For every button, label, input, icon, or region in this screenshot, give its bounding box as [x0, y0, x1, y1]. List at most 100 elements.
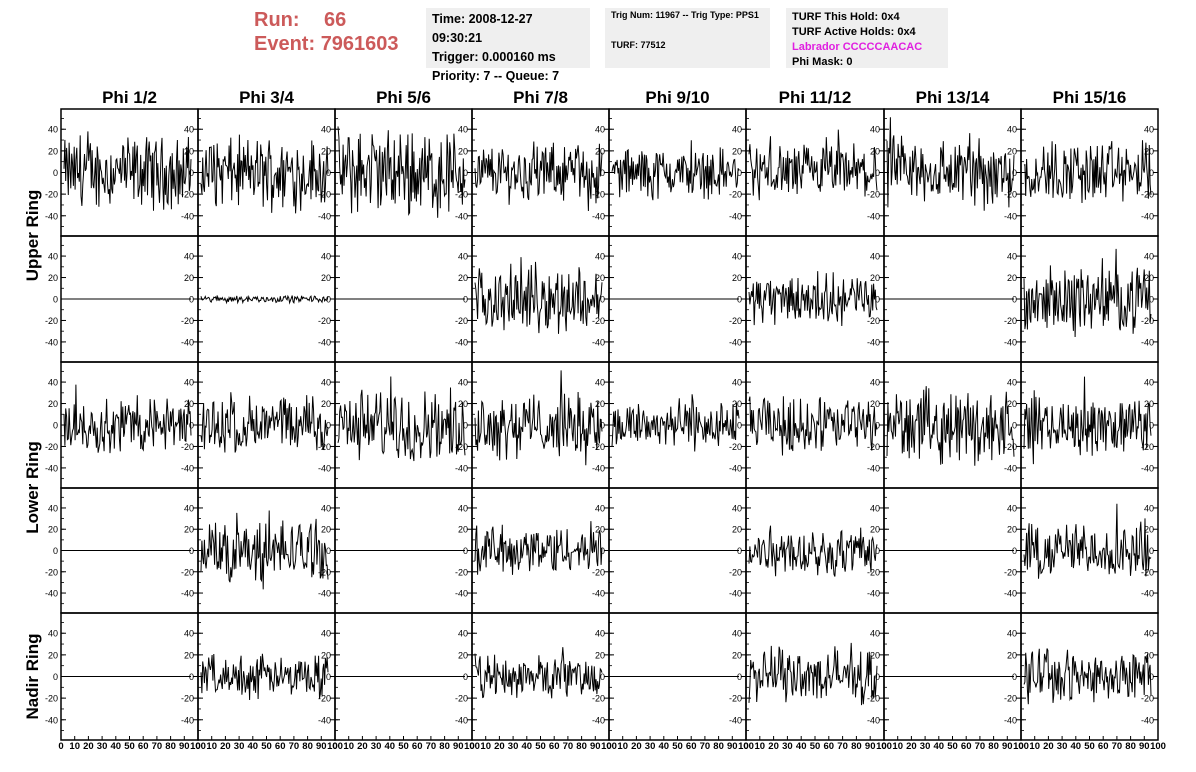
y-tick-label: -40 [867, 589, 880, 599]
x-tick-label: 20 [220, 741, 231, 752]
x-tick-label: 100 [190, 741, 206, 752]
x-tick-label: 40 [796, 741, 807, 752]
x-tick-label: 80 [851, 741, 862, 752]
y-tick-label: -20 [181, 316, 194, 326]
x-tick-label: 30 [920, 741, 931, 752]
y-tick-label: 0 [463, 421, 468, 431]
x-tick-label: 100 [1013, 741, 1029, 752]
waveform-trace [337, 376, 466, 462]
y-tick-label: -20 [455, 694, 468, 704]
x-tick-label: 70 [700, 741, 711, 752]
y-tick-label: -40 [729, 589, 742, 599]
y-tick-label: -20 [45, 190, 58, 200]
y-tick-label: 40 [458, 503, 468, 513]
x-tick-label: 50 [672, 741, 683, 752]
y-tick-label: -40 [729, 715, 742, 725]
x-tick-label: 0 [881, 741, 886, 752]
x-tick-label: 100 [876, 741, 892, 752]
y-tick-label: -20 [729, 442, 742, 452]
y-tick-label: 40 [48, 125, 58, 135]
x-tick-label: 60 [138, 741, 149, 752]
y-tick-label: 0 [189, 546, 194, 556]
y-tick-label: 0 [1012, 295, 1017, 305]
y-tick-label: -40 [1004, 589, 1017, 599]
y-tick-label: -40 [592, 337, 605, 347]
waveform-trace [200, 134, 329, 214]
y-tick-label: 40 [732, 125, 742, 135]
x-tick-label: 80 [988, 741, 999, 752]
x-tick-label: 70 [975, 741, 986, 752]
y-tick-label: 40 [1144, 378, 1154, 388]
y-tick-label: 40 [1007, 378, 1017, 388]
x-tick-label: 100 [738, 741, 754, 752]
y-tick-label: 0 [463, 546, 468, 556]
y-tick-label: -40 [729, 463, 742, 473]
y-tick-label: 0 [1012, 421, 1017, 431]
y-tick-label: -20 [45, 316, 58, 326]
y-tick-label: 40 [732, 503, 742, 513]
x-tick-label: 40 [934, 741, 945, 752]
x-tick-label: 10 [480, 741, 491, 752]
y-tick-label: -40 [181, 589, 194, 599]
column-header: Phi 9/10 [645, 88, 709, 107]
waveform-trace [200, 653, 329, 701]
x-tick-label: 90 [1139, 741, 1150, 752]
y-tick-label: 40 [732, 252, 742, 262]
y-tick-label: -20 [592, 190, 605, 200]
x-tick-label: 20 [768, 741, 779, 752]
y-tick-label: 0 [53, 421, 58, 431]
y-tick-label: 20 [870, 650, 880, 660]
y-tick-label: 40 [870, 252, 880, 262]
x-tick-label: 60 [961, 741, 972, 752]
y-tick-label: 20 [184, 273, 194, 283]
x-tick-label: 80 [1125, 741, 1136, 752]
x-tick-label: 20 [906, 741, 917, 752]
y-tick-label: 40 [1144, 503, 1154, 513]
y-tick-label: -40 [592, 589, 605, 599]
y-tick-label: 0 [189, 295, 194, 305]
waveform-trace [748, 129, 878, 201]
y-tick-label: 40 [870, 378, 880, 388]
waveform-trace [200, 294, 329, 305]
waveform-trace [474, 370, 603, 466]
y-tick-label: 40 [1007, 503, 1017, 513]
y-tick-label: 40 [1144, 252, 1154, 262]
column-header: Phi 7/8 [513, 88, 568, 107]
y-tick-label: -40 [592, 463, 605, 473]
y-tick-label: 0 [326, 421, 331, 431]
y-tick-label: -20 [867, 442, 880, 452]
x-tick-label: 80 [302, 741, 313, 752]
y-tick-label: -20 [318, 316, 331, 326]
y-tick-label: 40 [184, 503, 194, 513]
run-event-box: Run: 66 Event: 7961603 [254, 8, 399, 56]
y-tick-label: -40 [867, 211, 880, 221]
y-tick-label: -40 [45, 211, 58, 221]
y-tick-label: 20 [48, 399, 58, 409]
x-tick-label: 50 [124, 741, 135, 752]
x-tick-label: 50 [398, 741, 409, 752]
x-tick-label: 70 [563, 741, 574, 752]
y-tick-label: -40 [1004, 211, 1017, 221]
y-tick-label: -20 [181, 442, 194, 452]
x-tick-label: 30 [371, 741, 382, 752]
x-tick-label: 0 [58, 741, 63, 752]
y-tick-label: 0 [875, 546, 880, 556]
y-tick-label: -20 [45, 442, 58, 452]
x-tick-label: 90 [179, 741, 190, 752]
ring-label: Lower Ring [23, 441, 42, 534]
y-tick-label: 40 [458, 629, 468, 639]
y-tick-label: 20 [1144, 650, 1154, 660]
x-tick-label: 40 [385, 741, 396, 752]
x-tick-label: 10 [1029, 741, 1040, 752]
waveform-trace [474, 141, 603, 212]
waveform-trace [748, 396, 878, 456]
y-tick-label: -20 [729, 694, 742, 704]
x-tick-label: 0 [469, 741, 474, 752]
y-tick-label: 20 [595, 273, 605, 283]
x-tick-label: 70 [152, 741, 163, 752]
x-tick-label: 60 [824, 741, 835, 752]
y-tick-label: 40 [1007, 252, 1017, 262]
x-tick-label: 30 [508, 741, 519, 752]
waveform-trace [1023, 376, 1152, 465]
